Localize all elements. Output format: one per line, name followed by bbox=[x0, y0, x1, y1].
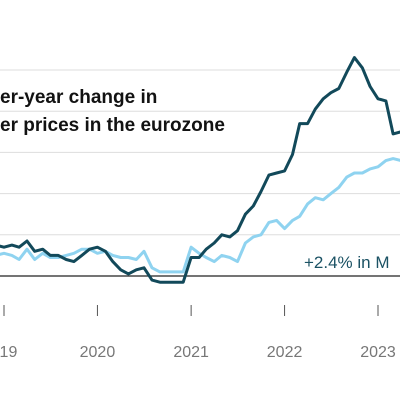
x-tick-label-5: 2023 bbox=[360, 344, 396, 361]
x-axis: 019 2020 2021 2022 2023 bbox=[0, 305, 396, 361]
latest-value-annotation: +2.4% in M bbox=[304, 253, 390, 272]
x-tick-label-3: 2021 bbox=[173, 344, 209, 361]
series-line-light bbox=[0, 157, 400, 274]
series-line-dark bbox=[0, 56, 400, 284]
x-tick-label-4: 2022 bbox=[267, 344, 303, 361]
x-tick-label-1: 019 bbox=[0, 344, 17, 361]
chart-title-line-1: er-year change in bbox=[0, 87, 157, 108]
x-tick-label-2: 2020 bbox=[80, 344, 116, 361]
gridlines bbox=[0, 69, 400, 277]
chart-title: er-year change in er prices in the euroz… bbox=[0, 87, 225, 136]
series-lines bbox=[0, 56, 400, 284]
chart-title-line-2: er prices in the eurozone bbox=[0, 115, 225, 136]
